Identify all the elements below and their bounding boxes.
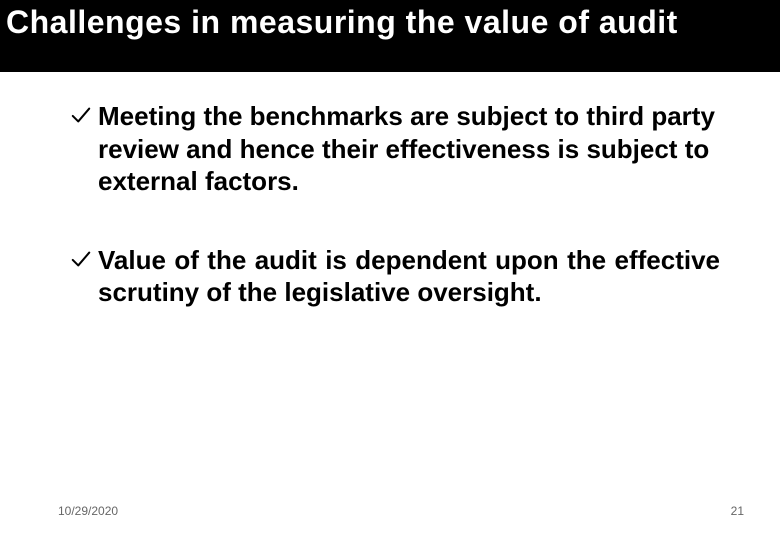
check-icon bbox=[70, 248, 92, 270]
bullet-item: Value of the audit is dependent upon the… bbox=[70, 244, 720, 309]
slide-title: Challenges in measuring the value of aud… bbox=[6, 4, 678, 41]
slide: Challenges in measuring the value of aud… bbox=[0, 0, 780, 540]
bullet-item: Meeting the benchmarks are subject to th… bbox=[70, 100, 720, 198]
bullet-text: Value of the audit is dependent upon the… bbox=[98, 245, 720, 308]
bullet-text: Meeting the benchmarks are subject to th… bbox=[98, 101, 715, 196]
check-icon bbox=[70, 104, 92, 126]
footer-date: 10/29/2020 bbox=[58, 504, 118, 518]
footer-page-number: 21 bbox=[731, 504, 744, 518]
content-area: Meeting the benchmarks are subject to th… bbox=[70, 100, 720, 355]
